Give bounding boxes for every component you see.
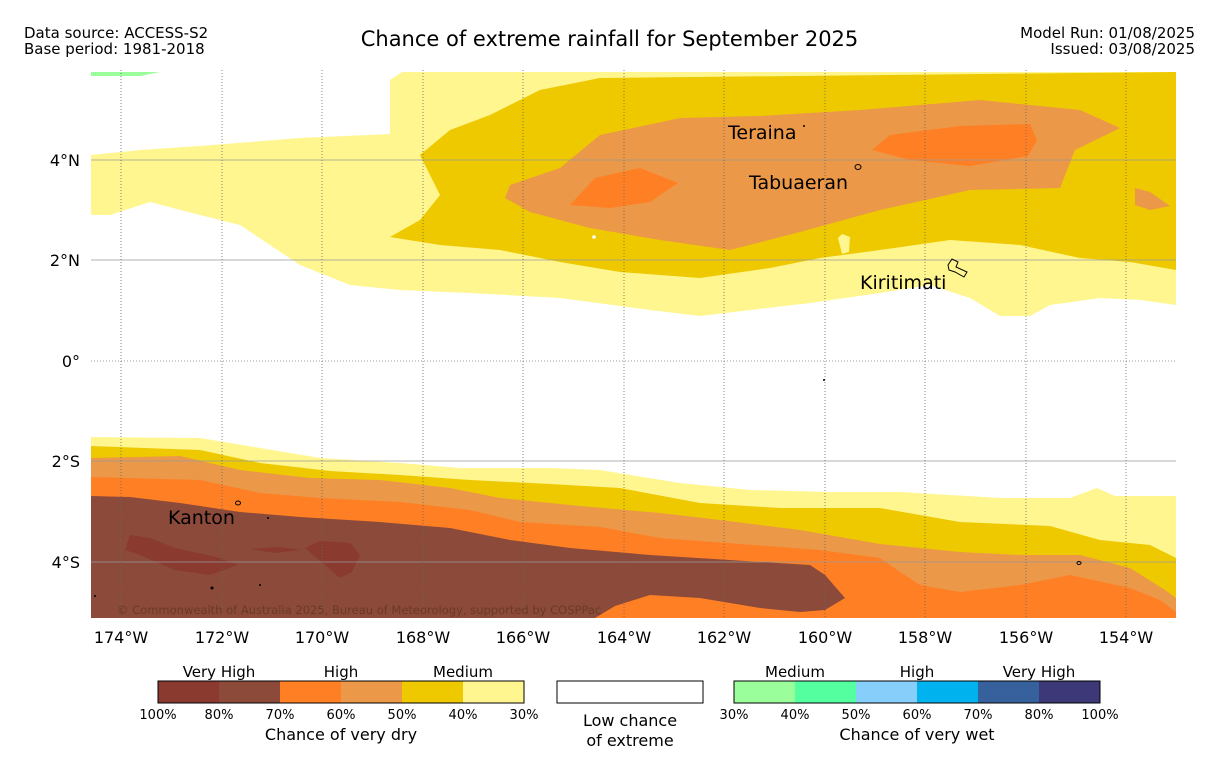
lat-label-4n: 4°N <box>50 151 80 170</box>
legend-low-line2: of extreme <box>586 731 673 750</box>
legend-low-line1: Low chance <box>583 711 677 730</box>
legend-dry-tick-7: 30% <box>510 708 539 723</box>
model-run-text: Model Run: 01/08/2025 <box>1020 24 1195 42</box>
legend-wet-tick-1: 30% <box>720 708 749 723</box>
legend-dry-tick-5: 50% <box>388 708 417 723</box>
lon-label-168w: 168°W <box>396 628 451 647</box>
issued-text: Issued: 03/08/2025 <box>1050 40 1195 58</box>
legend-dry-caption: Chance of very dry <box>265 725 417 744</box>
lat-label-0: 0° <box>62 352 80 371</box>
legend-dry-cat-medium: Medium <box>433 663 493 681</box>
legend-low-chance: Low chance of extreme <box>556 680 704 750</box>
legend-dry-tick-2: 80% <box>205 708 234 723</box>
legend-dry-swatch-2 <box>219 681 280 703</box>
south-extreme-patch-1 <box>125 535 238 575</box>
lat-label-2n: 2°N <box>50 251 80 270</box>
lon-label-172w: 172°W <box>195 628 250 647</box>
base-period-text: Base period: 1981-2018 <box>24 40 205 58</box>
south-extreme-patch-2 <box>305 541 360 578</box>
north-high-core-east <box>872 124 1037 166</box>
legend-dry-swatch-6 <box>463 681 524 703</box>
legend-wet-tick-7: 100% <box>1081 708 1118 723</box>
lon-label-156w: 156°W <box>999 628 1054 647</box>
legend-wet-swatch-6 <box>1039 681 1100 703</box>
small-islet-south <box>1076 561 1082 565</box>
nw-wet-corner <box>91 72 160 76</box>
legend-dry-tick-6: 40% <box>449 708 478 723</box>
kiritimati-island <box>947 258 968 278</box>
place-label-kiritimati: Kiritimati <box>860 272 946 294</box>
legend-wet-cat-high: High <box>900 663 934 681</box>
lon-label-162w: 162°W <box>697 628 752 647</box>
legend-wet: Medium High Very High 30% 40% 50% 60% 70… <box>720 663 1119 744</box>
latitude-labels: 4°N 2°N 0° 2°S 4°S <box>50 151 80 572</box>
latitude-gridlines <box>91 159 1176 563</box>
legend-dry-swatch-5 <box>402 681 463 703</box>
legend-wet-frame <box>733 680 1101 704</box>
legend-low-swatch <box>556 680 704 704</box>
lon-label-166w: 166°W <box>496 628 551 647</box>
legend-dry-cat-high: High <box>324 663 358 681</box>
legend-dry-cat-very-high: Very High <box>183 663 256 681</box>
legend-wet-swatch-5 <box>978 681 1039 703</box>
header-left: Data source: ACCESS-S2 Base period: 1981… <box>24 25 208 57</box>
north-high-zone-east <box>1135 188 1170 210</box>
place-label-tabuaeran: Tabuaeran <box>748 172 848 194</box>
legend-wet-swatch-2 <box>795 681 856 703</box>
kanton-island <box>235 500 241 506</box>
legend-wet-tick-4: 60% <box>903 708 932 723</box>
longitude-gridlines <box>120 70 1127 618</box>
legend-dry-swatch-1 <box>158 681 219 703</box>
lat-label-2s: 2°S <box>52 452 80 471</box>
legend-dry-tick-3: 70% <box>266 708 295 723</box>
legend-dry: Very High High Medium 100% 80% 70% 60% 5… <box>139 663 538 744</box>
legend-wet-cat-very-high: Very High <box>1003 663 1076 681</box>
north-medium-hole <box>838 234 850 254</box>
map-title: Chance of extreme rainfall for September… <box>360 27 859 51</box>
data-source-text: Data source: ACCESS-S2 <box>24 24 209 42</box>
lon-label-160w: 160°W <box>798 628 853 647</box>
legend-dry-tick-4: 60% <box>327 708 356 723</box>
legend-wet-swatch-4 <box>917 681 978 703</box>
legend-wet-tick-3: 50% <box>842 708 871 723</box>
legend-wet-swatch-3 <box>856 681 917 703</box>
legend-wet-swatch-1 <box>734 681 795 703</box>
map-area: Teraina Tabuaeran Kiritimati Kanton © Co… <box>91 70 1176 618</box>
longitude-labels: 174°W 172°W 170°W 168°W 166°W 164°W 162°… <box>94 628 1154 647</box>
legend-dry-swatch-3 <box>280 681 341 703</box>
islet-dots <box>94 125 825 597</box>
place-label-kanton: Kanton <box>168 507 235 529</box>
lon-label-158w: 158°W <box>898 628 953 647</box>
legend-wet-tick-6: 80% <box>1025 708 1054 723</box>
legend-wet-tick-5: 70% <box>964 708 993 723</box>
lon-label-170w: 170°W <box>295 628 350 647</box>
legend-wet-caption: Chance of very wet <box>839 725 994 744</box>
south-extreme-patch-3 <box>250 547 300 553</box>
lon-label-164w: 164°W <box>597 628 652 647</box>
header-right: Model Run: 01/08/2025 Issued: 03/08/2025 <box>1020 25 1195 57</box>
small-islet-north <box>592 235 596 239</box>
legend-wet-tick-2: 40% <box>781 708 810 723</box>
lon-label-154w: 154°W <box>1099 628 1154 647</box>
legend-dry-swatch-4 <box>341 681 402 703</box>
legend-wet-cat-medium: Medium <box>765 663 825 681</box>
legend-dry-frame <box>157 680 525 704</box>
south-very-high-zone <box>91 496 845 618</box>
island-outlines <box>235 164 1082 565</box>
place-label-teraina: Teraina <box>727 122 797 144</box>
legend-dry-tick-1: 100% <box>139 708 176 723</box>
tabuaeran-island <box>854 164 862 170</box>
copyright-text: © Commonwealth of Australia 2025, Bureau… <box>117 603 601 617</box>
lon-label-174w: 174°W <box>94 628 149 647</box>
lat-label-4s: 4°S <box>52 553 80 572</box>
